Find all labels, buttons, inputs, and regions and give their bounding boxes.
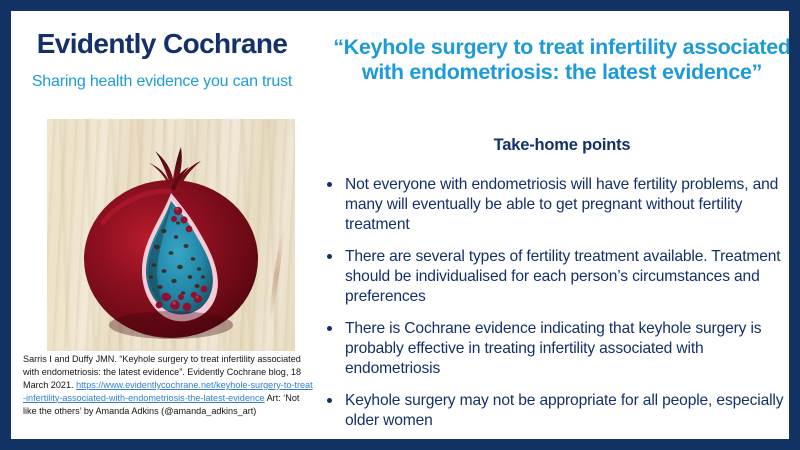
bullet-dot-icon (327, 182, 332, 187)
bullet-dot-icon (327, 397, 332, 403)
list-item: Not everyone with endometriosis will hav… (323, 175, 789, 235)
brand-tagline: Sharing health evidence you can trust (31, 73, 293, 90)
take-home-points-list: Not everyone with endometriosis will hav… (323, 175, 789, 439)
pomegranate-illustration (84, 147, 258, 339)
citation-block: Sarris I and Duffy JMN. “Keyhole surgery… (23, 353, 315, 418)
citation-art-credit: Art: ‘Not like the others’ by Amanda Adk… (23, 392, 300, 416)
bullet-dot-icon (327, 253, 332, 259)
deck-title: “Keyhole surgery to treat infertility as… (333, 35, 791, 84)
citation-line-3: Evidently Cochrane blog, 18 March 2021. (23, 366, 302, 390)
list-item-text: There is Cochrane evidence indicating th… (345, 319, 762, 377)
list-item-text: Keyhole surgery may not be appropriate f… (345, 391, 784, 429)
take-home-points-heading: Take-home points (493, 136, 631, 154)
list-item: Keyhole surgery may not be appropriate f… (323, 391, 789, 431)
pomegranate-artwork (47, 119, 295, 351)
citation-line-2: associated with endometriosis: the lates… (23, 354, 301, 377)
list-item-text: There are several types of fertility tre… (345, 247, 781, 305)
list-item: There are several types of fertility tre… (323, 247, 789, 307)
citation-line-1: Sarris I and Duffy JMN. “Keyhole surgery… (23, 354, 255, 364)
slide-content-area: Evidently Cochrane Sharing health eviden… (11, 11, 789, 439)
list-item-text: Not everyone with endometriosis will hav… (345, 176, 779, 233)
brand-title: Evidently Cochrane (36, 28, 288, 59)
citation-source-link[interactable]: https://www.evidentlycochrane.net/keyhol… (23, 379, 313, 403)
bullet-dot-icon (327, 325, 332, 331)
list-item: There is Cochrane evidence indicating th… (323, 319, 789, 379)
